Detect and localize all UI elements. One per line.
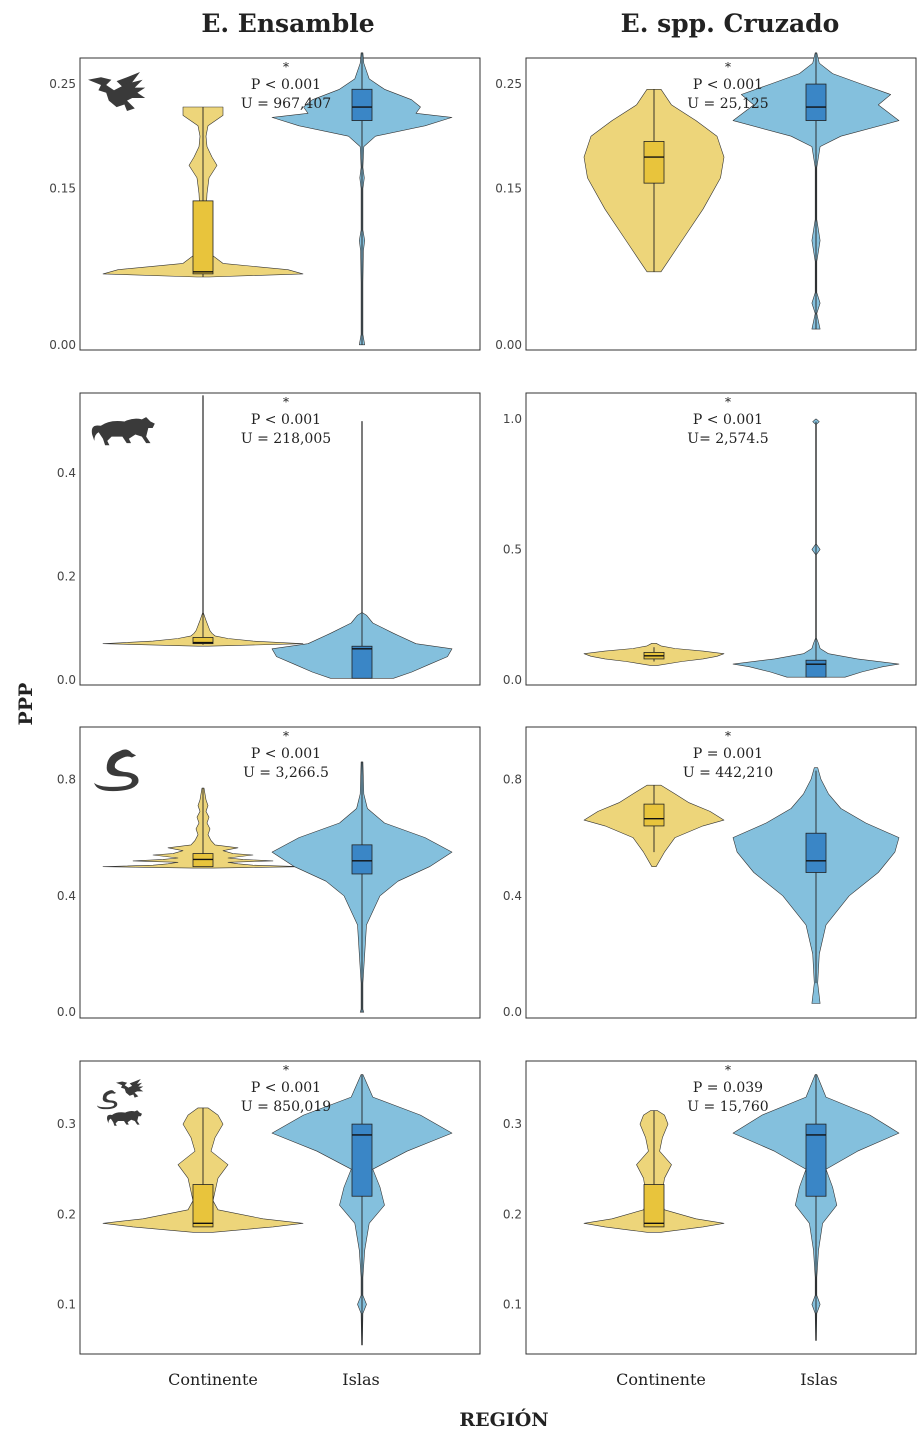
p-value-label: P < 0.001 xyxy=(693,412,763,428)
u-statistic-label: U = 15,760 xyxy=(687,1099,768,1115)
y-tick-label: 0.8 xyxy=(57,772,76,786)
y-tick-label: 0.0 xyxy=(503,673,522,687)
x-category-continente-left: Continente xyxy=(168,1370,258,1389)
box-islas xyxy=(351,88,373,121)
p-value-label: P = 0.039 xyxy=(693,1080,763,1096)
y-tick-label: 0.0 xyxy=(503,1005,522,1019)
y-tick-label: 0.1 xyxy=(503,1297,522,1311)
u-statistic-label: U = 3,266.5 xyxy=(243,765,329,781)
panel-frame xyxy=(525,726,917,1019)
panel-1: 0.00 0.15 0.25 * P < 0.001 U = 25,125 xyxy=(495,52,917,352)
panel-frame xyxy=(79,726,481,1019)
x-axis-label: REGIÓN xyxy=(459,1408,548,1431)
u-statistic-label: U = 218,005 xyxy=(241,431,331,447)
y-tick-label: 0.00 xyxy=(49,338,76,352)
p-value-label: P < 0.001 xyxy=(693,77,763,93)
box-continente xyxy=(192,200,214,275)
box-islas xyxy=(351,1123,373,1197)
box-islas xyxy=(351,645,373,679)
significance-star: * xyxy=(725,729,731,743)
y-tick-label: 0.4 xyxy=(57,889,76,903)
significance-star: * xyxy=(283,60,289,74)
p-value-label: P < 0.001 xyxy=(251,77,321,93)
box-continente xyxy=(192,853,214,868)
y-tick-label: 0.2 xyxy=(57,569,76,583)
p-value-label: P = 0.001 xyxy=(693,746,763,762)
y-tick-label: 0.15 xyxy=(49,181,76,195)
panel-5: 0.0 0.4 0.8 * P = 0.001 U = 442,210 xyxy=(503,726,917,1019)
panels-group: 0.00 0.15 0.25 * P < 0.001 U = 967,407 0.00 0.1… xyxy=(49,52,917,1355)
x-category-islas-left: Islas xyxy=(342,1370,379,1389)
cat-icon xyxy=(91,417,155,446)
significance-star: * xyxy=(725,1063,731,1077)
y-tick-label: 0.2 xyxy=(503,1207,522,1221)
box-islas xyxy=(805,659,827,678)
p-value-label: P < 0.001 xyxy=(251,412,321,428)
box-continente xyxy=(192,637,214,645)
panel-3: 0.0 0.5 1.0 * P < 0.001 U= 2,574.5 xyxy=(503,392,917,687)
y-tick-label: 0.25 xyxy=(49,77,76,91)
box-continente xyxy=(643,1184,665,1228)
x-category-continente-right: Continente xyxy=(616,1370,706,1389)
y-tick-label: 0.5 xyxy=(503,542,522,556)
eagle-mini-icon xyxy=(116,1079,144,1098)
y-tick-label: 0.25 xyxy=(495,77,522,91)
y-tick-label: 0.1 xyxy=(57,1297,76,1311)
combined-species-icon xyxy=(96,1079,144,1126)
y-axis-label: PPP xyxy=(15,683,37,726)
panel-frame xyxy=(525,57,917,351)
box-continente xyxy=(192,1184,214,1228)
panel-frame xyxy=(79,392,481,686)
y-tick-label: 0.4 xyxy=(503,889,522,903)
u-statistic-label: U = 25,125 xyxy=(687,96,768,112)
u-statistic-label: U = 967,407 xyxy=(241,96,331,112)
y-tick-label: 1.0 xyxy=(503,412,522,426)
p-value-label: P < 0.001 xyxy=(251,746,321,762)
panel-0: 0.00 0.15 0.25 * P < 0.001 U = 967,407 xyxy=(49,52,481,352)
box-islas xyxy=(805,832,827,873)
y-tick-label: 0.4 xyxy=(57,466,76,480)
significance-star: * xyxy=(725,60,731,74)
box-continente xyxy=(643,803,665,827)
eagle-icon xyxy=(88,72,146,111)
box-islas xyxy=(805,83,827,121)
significance-star: * xyxy=(283,729,289,743)
y-tick-label: 0.0 xyxy=(57,1005,76,1019)
significance-star: * xyxy=(283,395,289,409)
panel-2: 0.0 0.2 0.4 * P < 0.001 U = 218,005 xyxy=(57,392,481,687)
x-category-islas-right: Islas xyxy=(800,1370,837,1389)
significance-star: * xyxy=(283,1063,289,1077)
panel-frame xyxy=(79,57,481,351)
y-tick-label: 0.0 xyxy=(57,673,76,687)
u-statistic-label: U= 2,574.5 xyxy=(687,431,768,447)
panel-6: 0.1 0.2 0.3 * P < 0.001 U = 850,019 xyxy=(57,1060,481,1355)
y-tick-label: 0.2 xyxy=(57,1207,76,1221)
y-tick-label: 0.00 xyxy=(495,338,522,352)
snake-mini-icon xyxy=(96,1090,118,1110)
panel-frame xyxy=(525,1060,917,1355)
u-statistic-label: U = 850,019 xyxy=(241,1099,331,1115)
significance-star: * xyxy=(725,395,731,409)
y-tick-label: 0.15 xyxy=(495,181,522,195)
u-statistic-label: U = 442,210 xyxy=(683,765,773,781)
panel-4: 0.0 0.4 0.8 * P < 0.001 U = 3,266.5 xyxy=(57,726,481,1019)
box-continente xyxy=(643,141,665,184)
panel-frame xyxy=(79,1060,481,1355)
column-title-0: E. Ensamble xyxy=(201,9,374,38)
y-tick-label: 0.3 xyxy=(57,1117,76,1131)
y-tick-label: 0.3 xyxy=(503,1117,522,1131)
box-islas xyxy=(351,844,373,875)
snake-icon xyxy=(94,749,139,792)
panel-7: 0.1 0.2 0.3 * P = 0.039 U = 15,760 xyxy=(503,1060,917,1355)
y-tick-label: 0.8 xyxy=(503,772,522,786)
box-islas xyxy=(805,1123,827,1197)
panel-frame xyxy=(525,392,917,686)
p-value-label: P < 0.001 xyxy=(251,1080,321,1096)
column-title-1: E. spp. Cruzado xyxy=(621,9,840,38)
cat-mini-icon xyxy=(107,1110,142,1126)
